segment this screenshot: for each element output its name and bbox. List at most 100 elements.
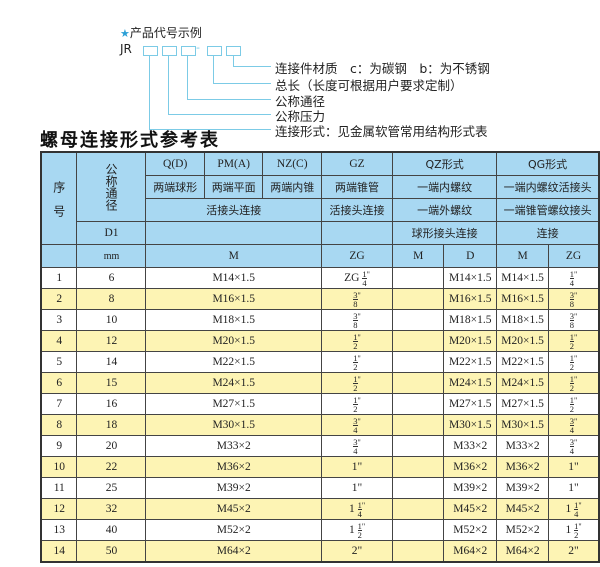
fraction-prefix: 1" bbox=[568, 461, 579, 473]
header-d1: D1 bbox=[76, 221, 147, 245]
cell-qg-m: M18×1.5 bbox=[496, 309, 550, 331]
cell-zg: 3 8 " bbox=[320, 288, 394, 310]
inch-mark: " bbox=[574, 437, 578, 447]
fraction-prefix: 1" bbox=[351, 461, 363, 473]
cell-qg-zg: 3 4 " bbox=[548, 435, 600, 457]
label-pressure: 公称压力 bbox=[275, 109, 326, 124]
cell-qz-d: M27×1.5 bbox=[443, 393, 498, 415]
cell-zg: 3 8 " bbox=[320, 309, 394, 331]
cell-qg-m: M45×2 bbox=[496, 498, 550, 520]
table-row: 4 12 M20×1.5 1 2 " M20×1.5 M20×1.5 1 2 " bbox=[40, 330, 600, 352]
cell-m: M14×1.5 bbox=[145, 267, 322, 289]
fraction-denominator: 4 bbox=[353, 445, 358, 456]
cell-d1: 16 bbox=[76, 393, 147, 415]
inch-mark: " bbox=[574, 290, 578, 300]
cell-seq: 3 bbox=[40, 309, 78, 331]
table-row: 8 18 M30×1.5 3 4 " M30×1.5 M30×1.5 3 4 " bbox=[40, 414, 600, 436]
fraction-numerator: 3 bbox=[353, 289, 358, 300]
inch-mark: " bbox=[357, 311, 361, 321]
header-qg: QG形式 bbox=[496, 151, 600, 176]
cell-m: M20×1.5 bbox=[145, 330, 322, 352]
cell-qz-m bbox=[392, 267, 445, 289]
table-row: 11 25 M39×2 1" M39×2 M39×2 1" bbox=[40, 477, 600, 499]
cell-zg: 1 2 " bbox=[320, 393, 394, 415]
fraction-numerator: 1 bbox=[569, 268, 574, 279]
cell-m: M18×1.5 bbox=[145, 309, 322, 331]
cell-zg: 1 1 2 " bbox=[320, 519, 394, 541]
inch-mark: " bbox=[357, 416, 361, 426]
fraction-denominator: 4 bbox=[362, 277, 367, 288]
cell-qg-zg: 3 4 " bbox=[548, 414, 600, 436]
table-title: 螺母连接形式参考表 bbox=[40, 130, 220, 151]
inch-mark: " bbox=[357, 374, 361, 384]
fraction-denominator: 4 bbox=[569, 424, 574, 435]
cell-qz-m bbox=[392, 414, 445, 436]
cell-d1: 10 bbox=[76, 309, 147, 331]
cell-seq: 5 bbox=[40, 351, 78, 373]
cell-qz-d: M24×1.5 bbox=[443, 372, 498, 394]
label-connection: 连接形式：见金属软管常用结构形式表 bbox=[275, 124, 488, 139]
code-box bbox=[181, 46, 196, 56]
cell-m: M30×1.5 bbox=[145, 414, 322, 436]
fraction-denominator: 4 bbox=[353, 424, 358, 435]
fraction-denominator: 2 bbox=[569, 361, 574, 372]
cell-d1: 12 bbox=[76, 330, 147, 352]
header-qz-desc3: 球形接头连接 bbox=[392, 221, 498, 245]
fraction-numerator: 1 bbox=[569, 352, 574, 363]
fraction-denominator: 2 bbox=[569, 382, 574, 393]
fraction-denominator: 4 bbox=[569, 445, 574, 456]
fraction-numerator: 1 bbox=[569, 394, 574, 405]
inch-mark: " bbox=[578, 521, 582, 531]
cell-qz-m bbox=[392, 309, 445, 331]
cell-seq: 12 bbox=[40, 498, 78, 520]
cell-qz-d: M33×2 bbox=[443, 435, 498, 457]
header-mm: mm bbox=[76, 244, 147, 268]
fraction-denominator: 2 bbox=[353, 361, 358, 372]
cell-qz-d: M30×1.5 bbox=[443, 414, 498, 436]
inch-mark: " bbox=[578, 500, 582, 510]
inch-mark: " bbox=[574, 311, 578, 321]
cell-zg: ZG 1 4 " bbox=[320, 267, 394, 289]
cell-qz-d: M45×2 bbox=[443, 498, 498, 520]
fraction-prefix: ZG bbox=[344, 271, 363, 284]
cell-m: M24×1.5 bbox=[145, 372, 322, 394]
code-box bbox=[162, 46, 177, 56]
cell-qg-m: M16×1.5 bbox=[496, 288, 550, 310]
cell-d1: 8 bbox=[76, 288, 147, 310]
fraction-denominator: 2 bbox=[353, 340, 358, 351]
cell-qg-m: M20×1.5 bbox=[496, 330, 550, 352]
header-qz-d: D bbox=[443, 244, 498, 268]
fraction-denominator: 4 bbox=[357, 508, 362, 519]
header-pm: PM(A) bbox=[203, 151, 264, 176]
fraction-prefix: 1 bbox=[565, 502, 575, 515]
fraction-numerator: 3 bbox=[353, 310, 358, 321]
label-diameter: 公称通径 bbox=[275, 94, 326, 109]
cell-zg: 1 1 4 " bbox=[320, 498, 394, 520]
table-row: 14 50 M64×2 2" M64×2 M64×2 2" bbox=[40, 540, 600, 563]
fraction-prefix: 1" bbox=[351, 482, 363, 494]
table-row: 9 20 M33×2 3 4 " M33×2 M33×2 3 4 " bbox=[40, 435, 600, 457]
cell-qg-m: M52×2 bbox=[496, 519, 550, 541]
header-gz: GZ bbox=[320, 151, 394, 176]
cell-m: M27×1.5 bbox=[145, 393, 322, 415]
fraction-prefix: 1" bbox=[568, 482, 579, 494]
cell-qg-zg: 3 8 " bbox=[548, 309, 600, 331]
cell-seq: 7 bbox=[40, 393, 78, 415]
table-row: 12 32 M45×2 1 1 4 " M45×2 M45×2 1 1 4 " bbox=[40, 498, 600, 520]
code-box bbox=[226, 46, 241, 56]
table-row: 1 6 M14×1.5 ZG 1 4 " M14×1.5 M14×1.5 1 4 " bbox=[40, 267, 600, 289]
header-qz-m: M bbox=[392, 244, 445, 268]
cell-qg-zg: 1" bbox=[548, 477, 600, 499]
fraction-prefix: 2" bbox=[568, 545, 579, 557]
fraction-numerator: 1 bbox=[353, 331, 358, 342]
fraction-prefix: 2" bbox=[351, 545, 363, 557]
header-qg-desc3: 连接 bbox=[496, 221, 600, 245]
